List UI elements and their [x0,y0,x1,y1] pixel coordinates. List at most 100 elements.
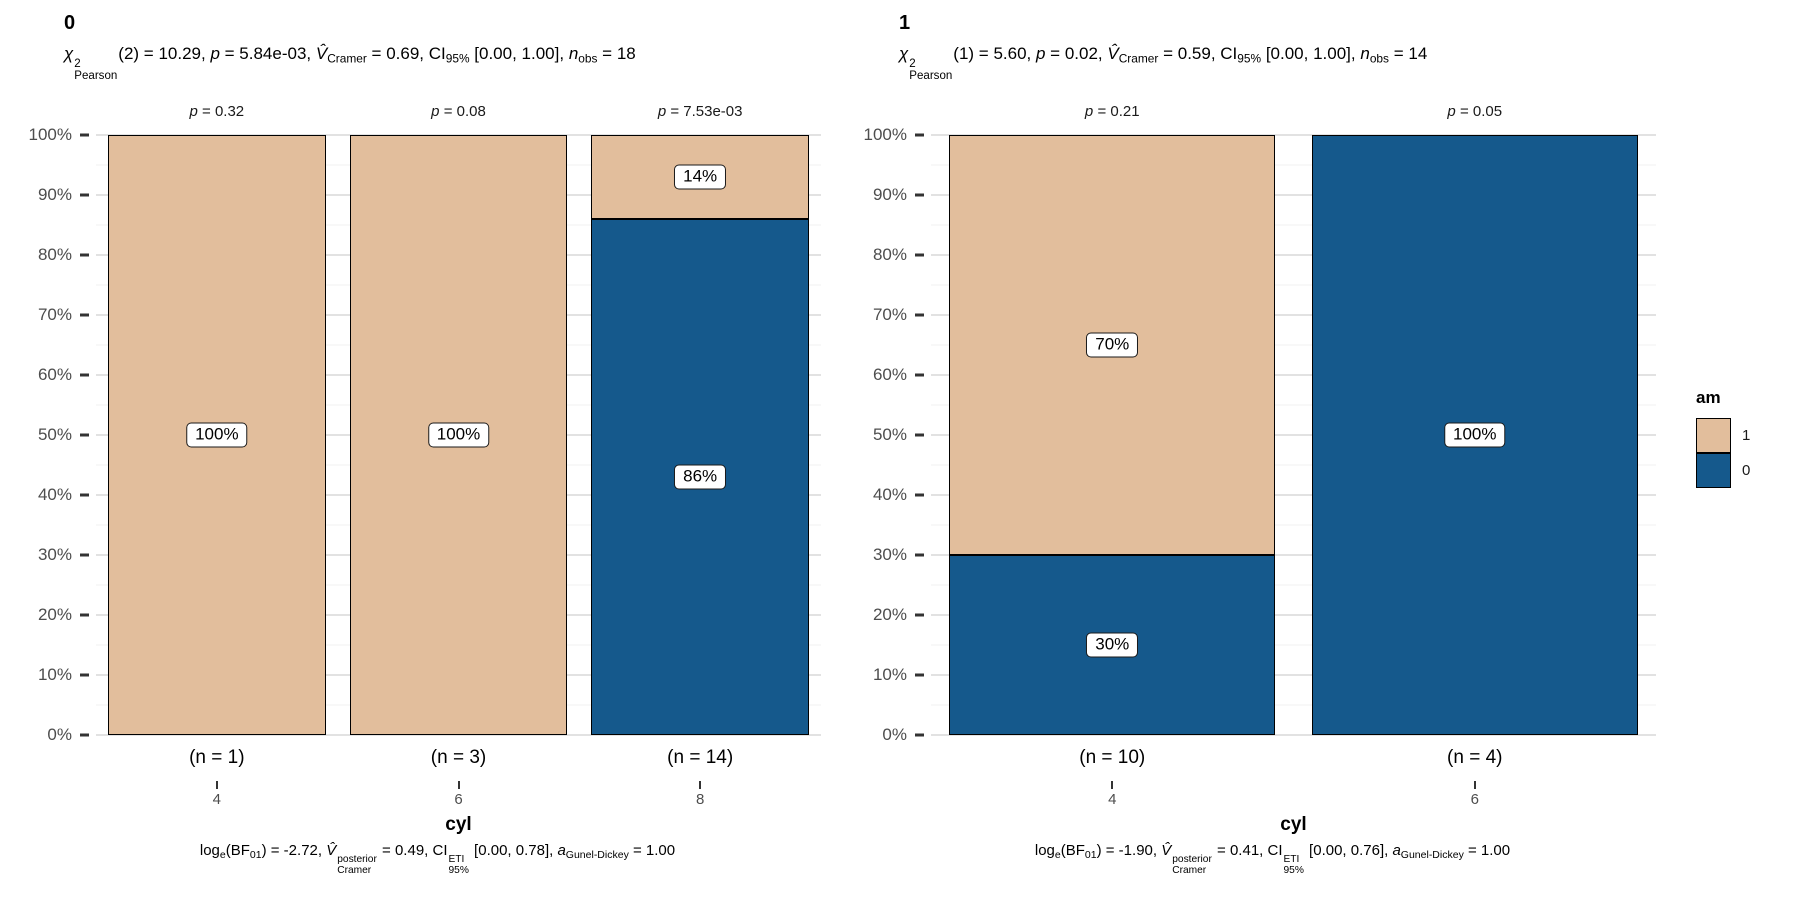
y-tick-label: 70% [872,305,907,324]
gridline-minor [931,524,1656,526]
gridline-major [931,554,1656,556]
bar-n-label: (n = 3) [430,747,487,768]
bar-pvalue: p = 0.08 [431,103,486,120]
percentage-label: 70% [1086,332,1139,358]
y-tick-mark [80,673,89,677]
gridline-major [931,674,1656,676]
y-tick-mark [80,733,89,737]
bar-n-row: (n = 1) (n = 3) (n = 14) [96,747,821,773]
bar-pvalue: p = 0.05 [1447,103,1503,120]
y-tick-label: 20% [37,605,72,624]
y-tick-label: 30% [872,545,907,564]
legend: am 1 0 [1670,0,1800,900]
bar-pvalue-row: p = 0.32 p = 0.08 p = 7.53e-03 [96,103,821,125]
stacked-bar-cyl-4: 70% 30% [949,135,1276,735]
gridline-minor [931,404,1656,406]
y-tick-label: 10% [37,665,72,684]
x-tick-label: 4 [212,791,221,808]
y-axis: 0% 10% 20% 30% 40% 50% 60% 70% 80% 90% 100% [835,125,931,744]
y-tick-label: 20% [872,605,907,624]
y-tick-mark [915,673,924,677]
facet-panel-1: 1 χ 2 Pearson (1) = 5.60, p = 0.02, V̂Crame… [835,0,1670,900]
y-tick-mark [80,373,89,377]
gridline-minor [931,584,1656,586]
caption-bayesian-stats: loge(BF01) = -2.72, V̂ posterior Cramer = … [199,842,676,876]
facet-title: 0 [64,12,76,34]
legend-item-am-1: 1 [1696,418,1750,453]
stacked-bar-cyl-8: 14% 86% [591,135,809,735]
facet-panel-0: 0 χ 2 Pearson (2) = 10.29, p = 5.84e-03, V̂… [0,0,835,900]
x-axis-ticks [96,781,821,789]
y-tick-mark [80,493,89,497]
y-tick-label: 60% [872,365,907,384]
gridline-minor [931,344,1656,346]
gridline-major [931,374,1656,376]
percentage-label: 100% [427,422,490,448]
y-axis: 0% 10% 20% 30% 40% 50% 60% 70% 80% 90% 100% [0,125,96,744]
y-tick-mark [915,433,924,437]
y-tick-label: 90% [37,185,72,204]
legend-box: am 1 0 [1696,388,1750,488]
stacked-bar-cyl-6: 100% [1311,135,1638,735]
y-tick-label: 30% [37,545,72,564]
percentage-label: 14% [674,164,727,190]
plot-panel: 100% 100% 14% 86% [96,134,821,736]
percentage-label: 100% [1444,422,1506,448]
y-tick-mark [915,553,924,557]
facet-title: 1 [899,12,911,34]
bar-n-row: (n = 10) (n = 4) [931,747,1656,773]
plot-panel: 70% 30% 100% [931,134,1656,736]
gridline-major [931,314,1656,316]
x-tick-mark [1111,781,1114,789]
x-axis-title: cyl [445,814,472,835]
bar-pvalue-row: p = 0.21 p = 0.05 [931,103,1656,125]
percentage-label: 100% [186,422,248,448]
y-tick-mark [915,733,924,737]
subtitle-frequentist-stats: χ 2 Pearson (1) = 5.60, p = 0.02, V̂Cramer … [899,44,1428,83]
y-tick-label: 50% [37,425,72,444]
x-axis-tick-labels: 4 6 8 [96,791,821,809]
x-tick-label: 8 [695,791,705,808]
bar-n-label: (n = 1) [189,747,245,768]
x-tick-label: 6 [454,791,463,808]
y-tick-label: 10% [872,665,907,684]
y-tick-label: 50% [872,425,907,444]
gridline-major [931,734,1656,736]
percentage-label: 86% [674,464,727,490]
y-tick-mark [915,253,924,257]
x-tick-label: 6 [1470,791,1479,808]
bar-n-label: (n = 10) [1079,747,1146,768]
legend-title: am [1696,388,1721,407]
gridline-minor [931,164,1656,166]
bar-pvalue: p = 0.21 [1084,103,1140,120]
y-tick-label: 70% [37,305,72,324]
y-tick-label: 0% [47,725,72,744]
x-tick-mark [699,781,702,789]
bar-n-label: (n = 14) [667,747,734,768]
x-axis-title: cyl [1280,814,1307,835]
y-tick-label: 40% [37,485,72,504]
y-tick-mark [915,313,924,317]
legend-swatch-am-0 [1696,453,1731,488]
legend-item-label: 1 [1742,427,1751,444]
caption-bayesian-stats: loge(BF01) = -1.90, V̂ posterior Cramer = … [1034,842,1511,876]
gridline-major [931,614,1656,616]
y-tick-mark [915,193,924,197]
x-tick-mark [457,781,460,789]
y-tick-label: 100% [28,125,72,144]
stacked-bar-cyl-6: 100% [349,135,568,735]
y-tick-mark [80,433,89,437]
gridline-major [96,734,821,736]
x-tick-mark [215,781,218,789]
gridline-minor [931,284,1656,286]
y-tick-mark [80,133,89,137]
y-tick-mark [80,313,89,317]
subtitle-frequentist-stats: χ 2 Pearson (2) = 10.29, p = 5.84e-03, V̂Cr… [64,44,636,83]
stacked-bar-cyl-4: 100% [108,135,326,735]
legend-item-am-0: 0 [1696,453,1750,488]
gridline-major [931,134,1656,136]
y-tick-label: 40% [872,485,907,504]
y-tick-label: 100% [863,125,907,144]
